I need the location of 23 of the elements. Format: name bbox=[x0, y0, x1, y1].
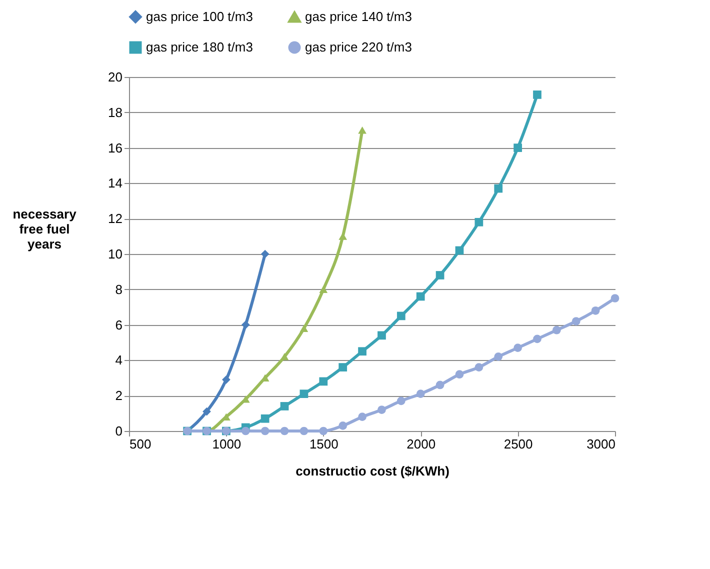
y-tick-label: 10 bbox=[108, 246, 122, 262]
y-tick-label: 14 bbox=[108, 176, 122, 191]
y-tick-label: 0 bbox=[115, 424, 122, 438]
y-tick-label: 20 bbox=[108, 70, 122, 84]
y-tick-label: 16 bbox=[108, 140, 122, 156]
x-tick-label: 500 bbox=[130, 436, 152, 452]
x-tick-label: 1000 bbox=[212, 436, 242, 452]
y-tick-label: 4 bbox=[115, 352, 122, 368]
x-axis-title: constructio cost ($/KWh) bbox=[296, 464, 450, 478]
x-tick-label: 2000 bbox=[406, 436, 436, 452]
legend-label: gas price 180 t/m3 bbox=[146, 40, 253, 54]
y-axis-title: necessary free fuel years bbox=[12, 206, 78, 252]
x-tick-label: 3000 bbox=[586, 436, 616, 452]
legend-label: gas price 100 t/m3 bbox=[146, 8, 253, 24]
y-tick-label: 6 bbox=[115, 317, 122, 332]
x-tick-label: 2500 bbox=[504, 436, 533, 452]
y-tick-label: 2 bbox=[115, 388, 122, 404]
legend-label: gas price 140 t/m3 bbox=[305, 9, 412, 24]
y-tick-label: 8 bbox=[115, 282, 122, 297]
x-tick-label: 1500 bbox=[309, 436, 338, 452]
y-tick-label: 12 bbox=[108, 211, 122, 226]
legend-label: gas price 220 t/m3 bbox=[305, 40, 412, 54]
y-tick-label: 18 bbox=[108, 104, 122, 120]
